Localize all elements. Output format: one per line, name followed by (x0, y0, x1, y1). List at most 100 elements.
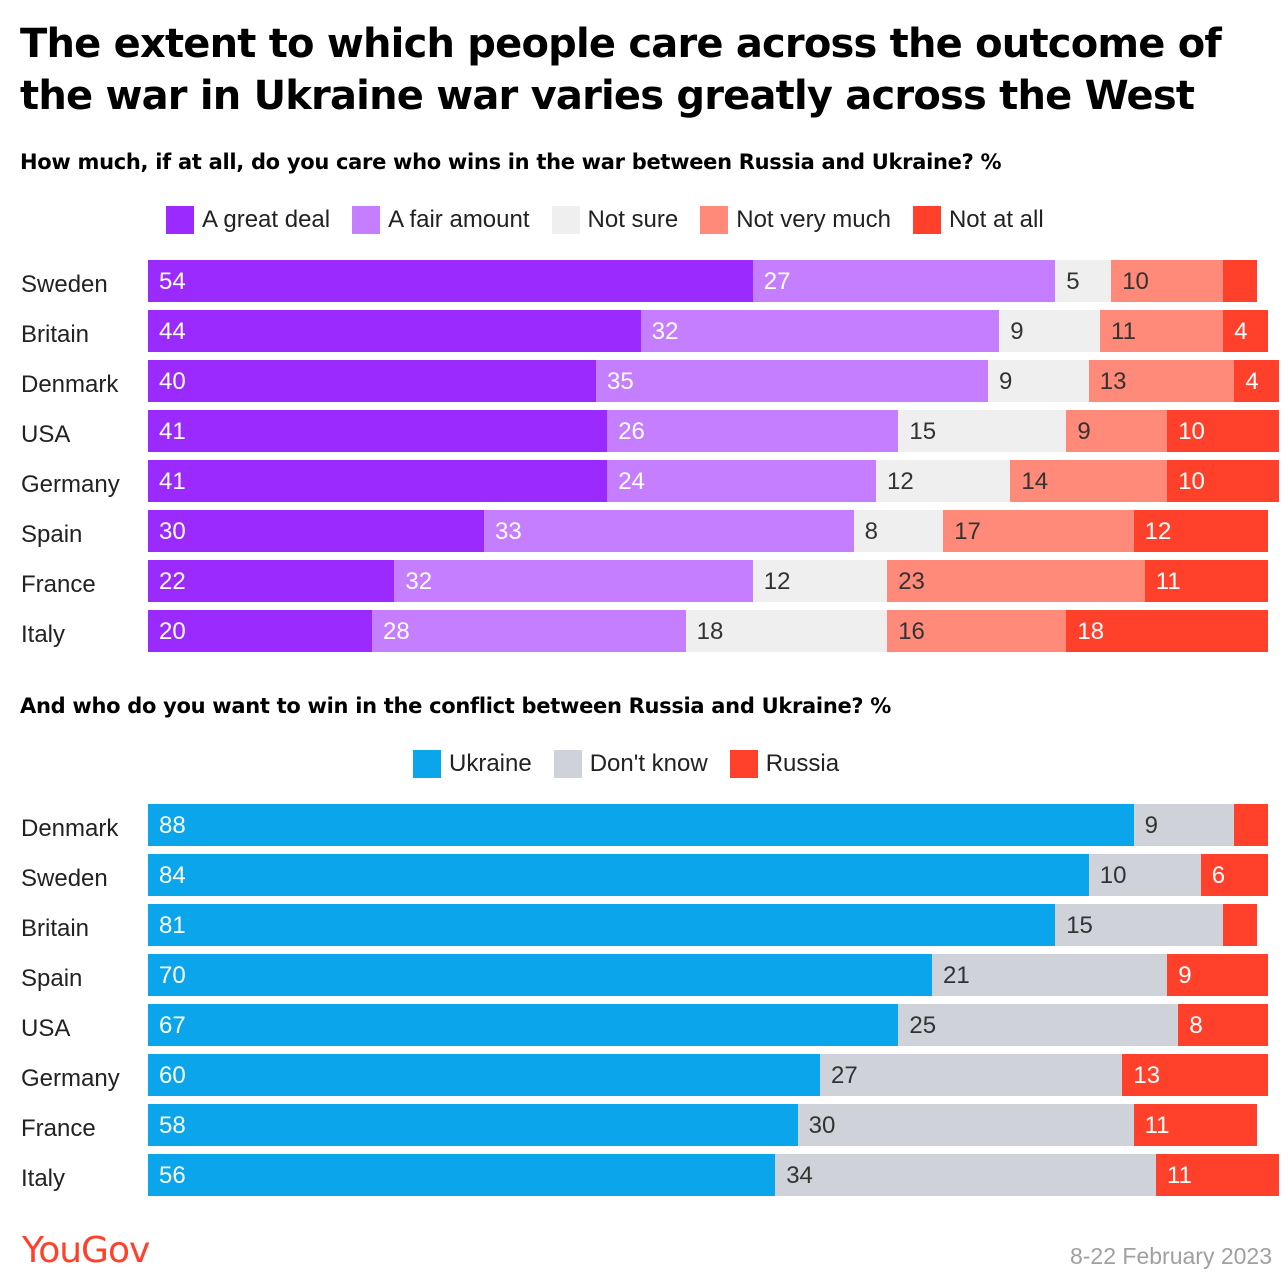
legend-swatch (553, 750, 582, 778)
legend-label: Ukraine (449, 750, 532, 777)
data-label: 12 (763, 568, 791, 595)
category-label: Spain (21, 965, 83, 992)
bar-segment-not-very-much: 13 (1088, 360, 1235, 402)
stacked-bar: 60 27 13 (148, 1054, 1268, 1096)
data-label: 14 (1021, 468, 1049, 495)
bar-segment-a-fair-amount: 26 (607, 410, 899, 452)
bar-segment-a-fair-amount: 32 (394, 560, 753, 602)
data-label: 30 (808, 1112, 836, 1139)
bar-row-denmark: Denmark 40 35 9 13 4 (0, 360, 1288, 402)
legend-swatch (912, 206, 941, 234)
data-label: 8 (864, 518, 878, 545)
bar-segment-a-great-deal: 44 (148, 310, 641, 352)
bar-segment-russia: 11 (1156, 1154, 1280, 1196)
bar-row-sweden: Sweden 84 10 6 (0, 854, 1288, 896)
data-label: 23 (898, 568, 925, 595)
bar-segment-russia: 13 (1122, 1054, 1268, 1096)
bar-segment-ukraine: 88 (148, 804, 1134, 846)
category-label: France (21, 571, 96, 598)
bar-row-denmark: Denmark 88 9 (0, 804, 1288, 846)
bar-segment-not-sure: 12 (876, 460, 1011, 502)
legend-swatch (352, 206, 381, 234)
data-label: 4 (1234, 318, 1248, 345)
data-label: 11 (1111, 318, 1136, 345)
bar-segment-a-great-deal: 54 (148, 260, 753, 302)
legend-swatch (166, 206, 194, 234)
bar-segment-don-t-know: 34 (775, 1154, 1156, 1196)
bar-row-france: France 22 32 12 23 11 (0, 560, 1288, 602)
data-label: 32 (405, 568, 433, 595)
bar-segment-not-at-all: 4 (1223, 310, 1268, 352)
data-label: 16 (898, 618, 925, 645)
stacked-bar: 70 21 9 (148, 954, 1268, 996)
bar-segment-russia (1223, 904, 1257, 946)
bar-segment-not-very-much: 23 (887, 560, 1145, 602)
bar-segment-not-at-all: 10 (1167, 410, 1280, 452)
data-label: 15 (1066, 912, 1093, 939)
stacked-bar: 20 28 18 16 18 (148, 610, 1268, 652)
stacked-bar: 41 24 12 14 10 (148, 460, 1280, 502)
data-label: 10 (1178, 468, 1205, 495)
bar-row-italy: Italy 20 28 18 16 18 (0, 610, 1288, 652)
bar-segment-a-great-deal: 22 (148, 560, 395, 602)
legend-label: Not at all (948, 206, 1044, 233)
stacked-bar: 88 9 (148, 804, 1268, 846)
legend-label: Don't know (589, 750, 708, 777)
bar-segment-not-very-much: 16 (887, 610, 1067, 652)
stacked-bar: 58 30 11 (148, 1104, 1268, 1146)
category-label: Germany (21, 1065, 120, 1092)
data-label: 81 (159, 912, 186, 939)
data-label: 41 (159, 418, 186, 445)
bar-segment-a-great-deal: 41 (148, 460, 608, 502)
stacked-bar: 67 25 8 (148, 1004, 1268, 1046)
data-label: 88 (159, 812, 186, 839)
bar-row-spain: Spain 30 33 8 17 12 (0, 510, 1288, 552)
data-label: 34 (786, 1162, 813, 1189)
data-label: 70 (159, 962, 186, 989)
bar-segment-not-very-much: 9 (1066, 410, 1168, 452)
bar-segment-ukraine: 60 (148, 1054, 820, 1096)
bar-segment-not-sure: 18 (685, 610, 888, 652)
data-label: 20 (159, 618, 186, 645)
bar-segment-don-t-know: 30 (797, 1104, 1134, 1146)
bar-segment-don-t-know: 9 (1133, 804, 1235, 846)
legend-item-not-sure: Not sure (551, 206, 678, 234)
data-label: 40 (159, 368, 186, 395)
chart1-subtitle: How much, if at all, do you care who win… (20, 150, 1002, 174)
data-label: 9 (1077, 418, 1091, 445)
bar-row-italy: Italy 56 34 11 (0, 1154, 1288, 1196)
data-label: 44 (159, 318, 186, 345)
stacked-bar: 44 32 9 11 4 (148, 310, 1268, 352)
data-label: 25 (909, 1012, 937, 1039)
legend-label: Not very much (736, 206, 891, 233)
category-label: France (21, 1115, 96, 1142)
bar-segment-not-at-all: 18 (1066, 610, 1268, 652)
data-label: 8 (1189, 1012, 1203, 1039)
legend-item-ukraine: Ukraine (413, 750, 532, 778)
data-label: 27 (831, 1062, 858, 1089)
stacked-bar: 54 27 5 10 (148, 260, 1268, 302)
bar-segment-not-sure: 12 (752, 560, 888, 602)
data-label: 11 (1167, 1162, 1192, 1189)
chart2-legend: Ukraine Don't know Russia (413, 748, 861, 780)
legend-item-russia: Russia (729, 750, 840, 778)
bar-segment-don-t-know: 27 (820, 1054, 1123, 1096)
stacked-bar: 40 35 9 13 4 (148, 360, 1280, 402)
stacked-bar: 56 34 11 (148, 1154, 1280, 1196)
data-label: 10 (1178, 418, 1205, 445)
bar-segment-a-fair-amount: 27 (752, 260, 1056, 302)
bar-segment-ukraine: 56 (148, 1154, 776, 1196)
legend-swatch (551, 206, 580, 234)
bar-segment-a-fair-amount: 24 (607, 460, 876, 502)
bar-segment-not-sure: 9 (999, 310, 1100, 352)
legend-label: A fair amount (388, 206, 530, 233)
bar-segment-don-t-know: 10 (1088, 854, 1201, 896)
data-label: 60 (159, 1062, 186, 1089)
data-label: 11 (1144, 1112, 1170, 1139)
data-label: 9 (1178, 962, 1192, 989)
category-label: USA (21, 1015, 71, 1042)
legend-label: Russia (765, 750, 840, 777)
data-label: 13 (1099, 368, 1127, 395)
category-label: Sweden (21, 271, 108, 298)
data-label: 84 (159, 862, 186, 889)
